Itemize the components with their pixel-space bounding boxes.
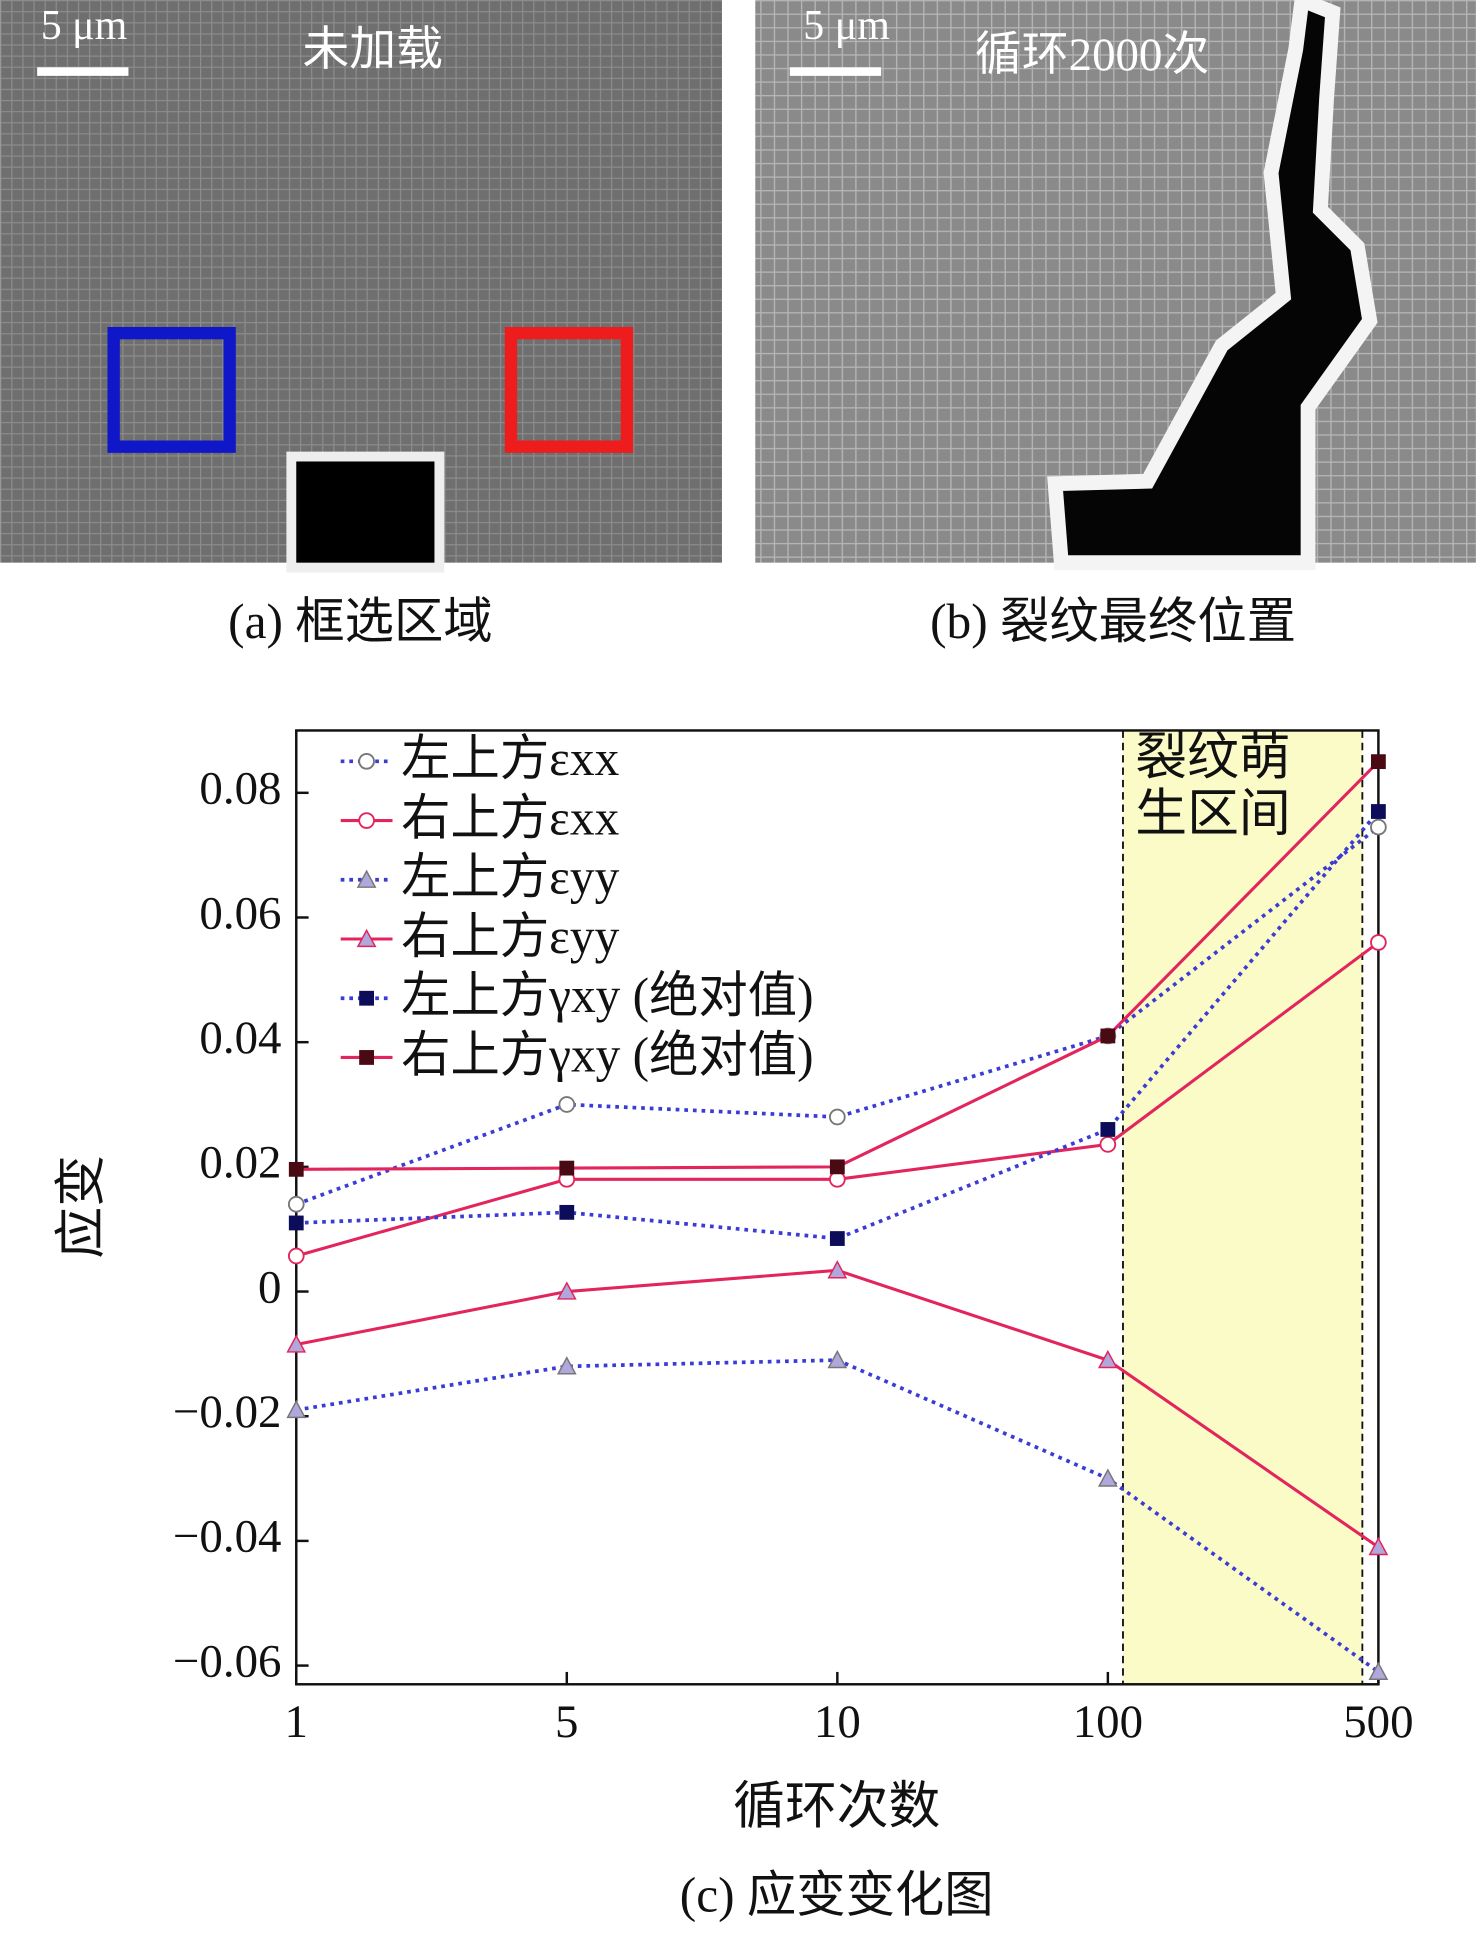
marker [1368,1661,1389,1680]
marker [1368,1536,1389,1556]
x-tick-label: 5 [555,1696,578,1748]
annotation: 生区间 [1135,786,1290,843]
marker [286,1334,307,1353]
marker [829,1231,845,1246]
legend-label: 右上方γxy (绝对值) [401,1027,813,1082]
legend-label: 右上方εxx [401,790,619,845]
marker [287,1195,305,1213]
marker [286,1399,307,1419]
marker [556,1356,577,1375]
annotation: 裂纹萌 [1135,729,1290,786]
legend-label: 左上方γxy (绝对值) [401,968,813,1023]
x-axis-label: 循环次数 [733,1778,940,1835]
x-tick-label: 100 [1073,1696,1143,1748]
marker [1370,934,1387,951]
y-tick-label: 0.04 [199,1012,281,1064]
legend-label: 右上方εyy [401,909,619,964]
legend-label: 左上方εyy [401,850,619,905]
y-tick-label: 0.08 [199,763,281,815]
marker [556,1281,577,1300]
caption: (c) 应变变化图 [680,1868,994,1923]
panel-label: 未加载 [302,24,443,76]
caption: (a) 框选区域 [228,594,492,649]
panel-label: 循环2000次 [975,29,1209,81]
marker [559,1204,575,1220]
red-box [504,326,634,453]
x-tick-label: 1 [285,1696,308,1748]
marker [1370,804,1386,819]
legend-marker [359,1050,374,1065]
marker [287,1247,305,1265]
y-tick-label: 0.06 [199,887,281,939]
legend-marker [359,990,374,1006]
series-line [295,825,1380,1206]
marker [827,1349,848,1369]
legend-marker [358,752,375,770]
y-tick-label: −0.04 [173,1511,281,1563]
legend-marker [358,812,375,829]
marker [1097,1349,1118,1369]
marker [559,1160,575,1176]
scale-label: 5 μm [803,3,890,49]
marker [829,1108,846,1126]
shade-region [1122,730,1363,1685]
blue-box [107,326,236,453]
marker [1100,1028,1116,1044]
y-tick-label: 0 [258,1261,281,1313]
legend-marker [356,869,377,888]
marker [1100,1122,1116,1137]
x-tick-label: 500 [1343,1696,1413,1748]
legend-marker [356,928,377,948]
marker [288,1215,304,1231]
x-tick-label: 10 [814,1696,861,1748]
y-axis-label: 应变 [53,1155,110,1259]
marker [1370,818,1387,836]
y-tick-label: −0.02 [173,1386,281,1438]
y-tick-label: −0.06 [173,1635,281,1687]
sem-image-a: 5 μm 未加载 [0,0,722,573]
legend-label: 左上方εxx [401,731,619,786]
marker [1370,754,1386,770]
marker [829,1159,845,1175]
marker [1099,1136,1117,1153]
sem-image-b: 5 μm 循环2000次 [755,0,1476,571]
scale-label: 5 μm [41,3,128,49]
y-tick-label: 0.02 [199,1137,281,1189]
marker [558,1096,576,1113]
caption: (b) 裂纹最终位置 [930,594,1296,649]
marker [827,1260,848,1279]
marker [1097,1468,1118,1487]
marker [288,1161,304,1177]
